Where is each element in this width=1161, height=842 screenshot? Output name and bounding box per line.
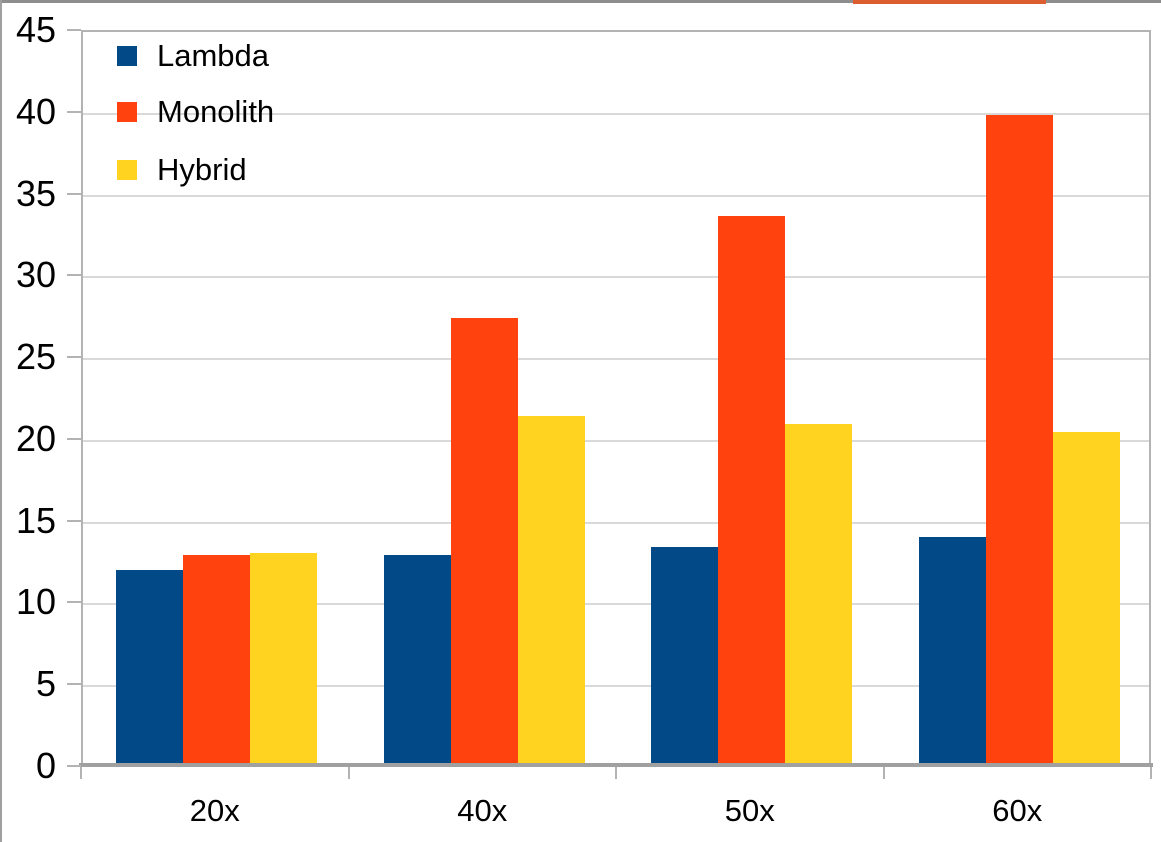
bar-hybrid-40x [518,416,585,766]
top-edge-line [0,0,1161,3]
legend-item-hybrid: Hybrid [117,152,247,188]
y-axis-tick [67,601,81,604]
y-axis-tick [67,110,81,113]
bar-lambda-40x [384,555,451,766]
x-axis-tick [615,767,617,779]
y-axis-tick [67,683,81,686]
gridline [83,194,1149,197]
y-axis-label: 20 [15,417,56,459]
gridline [83,276,1149,279]
bar-hybrid-50x [785,424,852,766]
y-axis-tick [67,274,81,277]
y-axis-label: 35 [15,172,56,214]
bar-monolith-50x [718,216,785,766]
y-axis-tick [67,192,81,195]
x-axis-label: 50x [724,793,775,828]
top-edge-accent [853,0,1046,4]
x-axis-tick [882,767,885,779]
gridline [83,521,1149,524]
x-axis-label: 40x [457,793,508,828]
legend-swatch-lambda [117,46,137,66]
gridline [83,685,1149,688]
y-axis-tick [67,519,81,522]
legend-item-monolith: Monolith [117,94,274,130]
x-axis-tick [347,767,350,779]
y-axis-tick [67,765,81,767]
plot-area [81,30,1151,766]
legend-item-lambda: Lambda [117,38,269,74]
gridline [83,358,1149,361]
gridline [83,112,1149,115]
bar-monolith-20x [183,555,250,766]
left-edge-line [0,0,2,842]
y-axis-label: 40 [15,90,56,132]
y-axis-tick [67,29,81,31]
x-axis-tick [80,767,82,779]
y-axis-label: 45 [15,9,56,50]
gridline [83,439,1149,442]
legend-label: Monolith [157,94,275,129]
legend-swatch-hybrid [117,160,137,180]
bar-monolith-60x [986,115,1053,766]
y-axis-label: 10 [15,581,56,623]
legend-swatch-monolith [117,102,137,122]
legend-label: Lambda [157,38,270,73]
gridline [83,603,1149,606]
x-axis-line [79,763,1153,767]
bar-monolith-40x [451,318,518,766]
y-axis-tick [67,437,81,440]
bar-lambda-50x [651,547,718,766]
bar-lambda-60x [919,537,986,766]
legend-label: Hybrid [157,152,247,187]
y-axis-label: 15 [15,499,56,541]
bar-lambda-20x [116,570,183,766]
x-axis-tick [1150,767,1152,779]
y-axis-tick [67,356,81,359]
bar-hybrid-60x [1053,432,1120,766]
x-axis-label: 20x [189,793,240,828]
x-axis-label: 60x [992,793,1043,828]
y-axis-label: 0 [35,745,56,786]
bar-hybrid-20x [250,553,317,766]
y-axis-label: 30 [15,254,56,296]
y-axis-label: 25 [15,336,56,378]
y-axis-label: 5 [35,663,56,705]
